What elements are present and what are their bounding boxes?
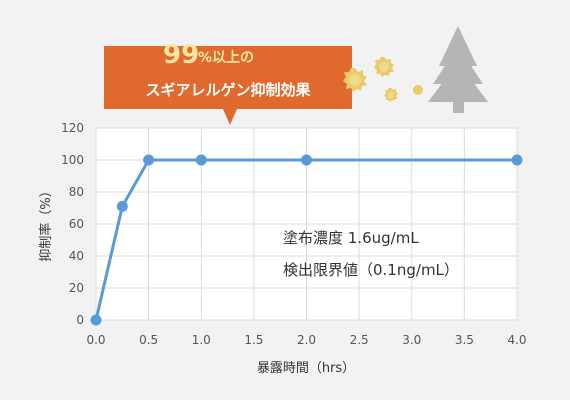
y-tick-label: 20 [69, 281, 84, 295]
x-tick-label: 1.0 [192, 333, 211, 347]
x-tick-label: 0.5 [139, 333, 158, 347]
data-point [143, 154, 155, 166]
series-line [94, 158, 517, 321]
data-point [301, 154, 312, 166]
y-tick-label: 0 [76, 313, 84, 327]
annotation-concentration: 塗布濃度 1.6ug/mL [283, 229, 419, 247]
x-tick-label: 2.5 [350, 333, 369, 347]
pollen-icon [384, 88, 398, 102]
x-tick-label: 3.0 [402, 333, 421, 347]
y-tick-label: 60 [69, 217, 84, 231]
x-axis-title: 暴露時間（hrs） [257, 361, 355, 376]
series-layer [90, 154, 523, 326]
axis-layer: 0 20 40 60 80 100 120 0.0 0.5 1.0 1.5 2.0 2.5 3.0 3.5 4… [61, 121, 526, 347]
data-point [195, 154, 207, 166]
data-point [511, 154, 523, 166]
y-tick-label: 100 [61, 153, 84, 167]
pollen-icon [343, 68, 367, 92]
y-tick-label: 120 [61, 121, 84, 135]
y-tick-label: 80 [69, 185, 84, 199]
pollen-icon [374, 57, 394, 77]
x-tick-label: 3.5 [455, 333, 474, 347]
pollen-icon [413, 85, 423, 95]
cedar-tree-icon [428, 26, 488, 113]
callout-number: 99 [163, 40, 199, 70]
callout-banner: 99 %以上の スギアレルゲン抑制効果 [104, 40, 352, 125]
x-tick-label: 4.0 [507, 333, 526, 347]
x-tick-label: 0.0 [86, 333, 105, 347]
callout-percent-text: %以上の [198, 50, 254, 66]
y-tick-label: 40 [69, 249, 84, 263]
data-point [116, 200, 128, 212]
y-axis-title: 抑制率（%） [38, 184, 54, 261]
data-point [90, 314, 102, 326]
callout-effect-text: スギアレルゲン抑制効果 [145, 81, 311, 99]
x-tick-label: 2.0 [297, 333, 316, 347]
callout-shape [104, 46, 352, 125]
annotation-detection-limit: 検出限界値（0.1ng/mL） [283, 261, 459, 279]
x-tick-label: 1.5 [244, 333, 263, 347]
